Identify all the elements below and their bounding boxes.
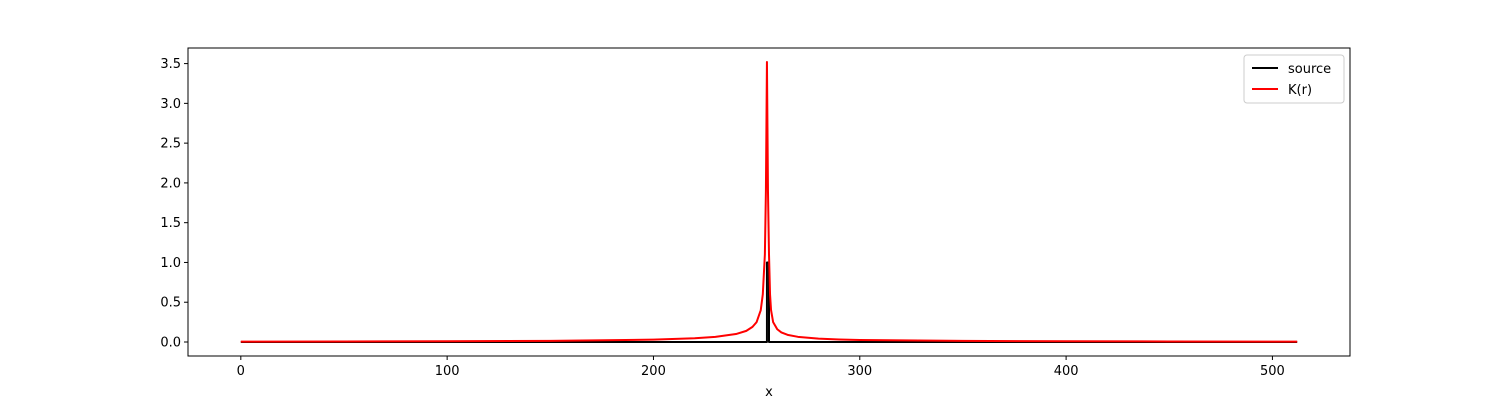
series-line-k-r — [240, 61, 1298, 343]
y-tick-label: 0.5 — [160, 296, 181, 311]
y-tick-label: 1.0 — [160, 256, 181, 271]
series-layer — [240, 61, 1298, 343]
y-tick-label: 3.5 — [160, 57, 181, 72]
y-tick-label: 2.0 — [160, 176, 181, 191]
x-tick-label: 300 — [847, 364, 872, 379]
x-tick-label: 400 — [1054, 364, 1079, 379]
y-tick-label: 2.5 — [160, 137, 181, 152]
y-tick-label: 1.5 — [160, 216, 181, 231]
x-axis-label: x — [765, 385, 773, 400]
legend-label-source: source — [1288, 62, 1331, 77]
y-axis: 0.0 0.5 1.0 1.5 2.0 2.5 3.0 3.5 — [160, 57, 188, 351]
x-tick-label: 500 — [1260, 364, 1285, 379]
x-tick-label: 200 — [641, 364, 666, 379]
legend: source K(r) — [1243, 54, 1345, 104]
legend-label-k-r: K(r) — [1288, 83, 1312, 98]
series-line-source — [240, 261, 1298, 343]
x-axis: 0 100 200 300 400 500 — [237, 356, 1285, 379]
x-tick-label: 0 — [237, 364, 245, 379]
plot-frame — [187, 47, 1351, 357]
y-tick-label: 3.0 — [160, 97, 181, 112]
y-tick-label: 0.0 — [160, 336, 181, 351]
x-tick-label: 100 — [435, 364, 460, 379]
